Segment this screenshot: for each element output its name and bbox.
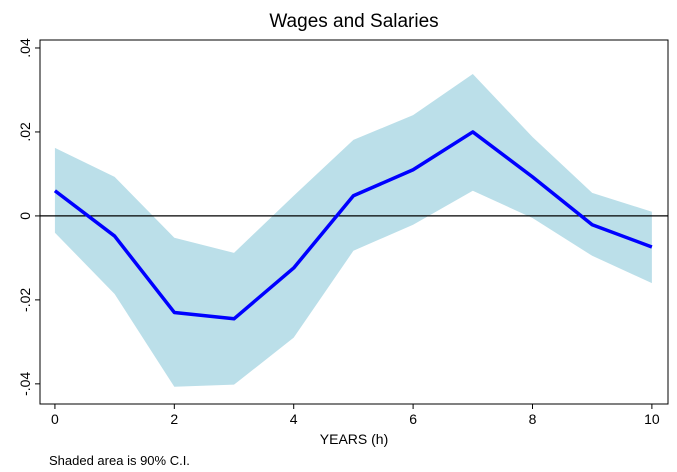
y-tick-label: 0 [17,212,33,220]
line [53,130,653,321]
plot-frame [39,39,669,405]
x-tick-label: 0 [51,411,59,427]
x-tick-label: 6 [409,411,417,427]
x-tick-label: 8 [529,411,537,427]
ci-band [54,74,652,387]
x-axis-label: YEARS (h) [320,431,388,447]
y-tick-label: .02 [17,122,33,142]
y-tick-label: -.02 [17,288,33,312]
note: Shaded area is 90% C.I. [49,453,190,468]
x-tick-label: 4 [290,411,298,427]
x-tick-label: 2 [170,411,178,427]
y-tick-label: -.04 [17,372,33,396]
y-tick-label: .04 [17,38,33,58]
chart-title: Wages and Salaries [269,11,438,32]
x-tick-label: 10 [644,411,660,427]
